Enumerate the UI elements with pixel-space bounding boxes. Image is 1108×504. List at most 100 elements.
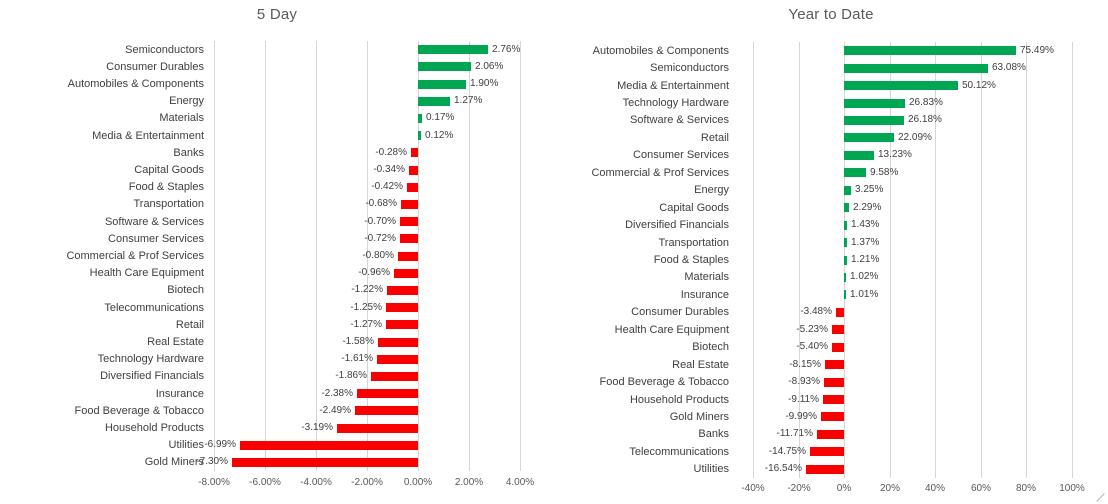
value-label: -2.49% <box>319 405 351 416</box>
value-label: 1.90% <box>470 78 499 89</box>
category-label: Real Estate <box>147 336 204 348</box>
bar-negative <box>355 406 418 415</box>
value-label: 1.02% <box>850 271 879 282</box>
category-label: Biotech <box>692 341 729 353</box>
category-label: Insurance <box>155 388 204 400</box>
bar-negative <box>386 303 418 312</box>
bar-negative <box>411 148 418 157</box>
value-label: -7.30% <box>196 456 228 467</box>
value-label: 2.06% <box>475 61 504 72</box>
category-label: Materials <box>684 271 729 283</box>
bar-negative <box>821 412 844 421</box>
category-label: Media & Entertainment <box>92 130 204 142</box>
x-axis-tick-label: -8.00% <box>198 477 230 488</box>
value-label: -5.40% <box>796 341 828 352</box>
category-label: Insurance <box>680 289 729 301</box>
bar-positive <box>844 116 904 125</box>
x-axis-tick-label: 4.00% <box>505 477 535 488</box>
category-label: Health Care Equipment <box>614 324 729 336</box>
value-label: -0.70% <box>364 216 396 227</box>
bar-positive <box>418 62 471 71</box>
category-label: Automobiles & Components <box>67 78 204 90</box>
bar-positive <box>418 114 422 123</box>
value-label: 75.49% <box>1020 45 1054 56</box>
value-label: -6.99% <box>204 439 236 450</box>
gridline <box>753 42 754 478</box>
x-axis-tick-label: -6.00% <box>249 477 281 488</box>
bar-positive <box>844 81 958 90</box>
bar-negative <box>832 325 844 334</box>
category-label: Banks <box>173 147 204 159</box>
chart-year-to-date: Year to Date -40% -20% 0% 20% 40% 60% 80% 100% A… <box>554 0 1108 504</box>
value-label: 1.37% <box>851 237 880 248</box>
value-label: -0.42% <box>371 181 403 192</box>
category-label: Telecommunications <box>104 302 204 314</box>
value-label: 9.58% <box>870 167 899 178</box>
bar-positive <box>844 99 905 108</box>
value-label: 1.43% <box>851 219 880 230</box>
x-axis-tick-label: 40% <box>924 483 946 494</box>
gridline <box>981 42 982 478</box>
value-label: -9.99% <box>785 411 817 422</box>
bar-positive <box>844 64 988 73</box>
bar-positive <box>844 238 847 247</box>
bar-positive <box>844 133 894 142</box>
bar-positive <box>844 203 849 212</box>
category-label: Consumer Durables <box>106 61 204 73</box>
category-label: Diversified Financials <box>100 370 204 382</box>
x-axis-tick-label: 2.00% <box>454 477 484 488</box>
category-label: Retail <box>175 319 204 331</box>
bar-positive <box>844 186 851 195</box>
gridline <box>890 42 891 478</box>
value-label: 1.01% <box>850 289 879 300</box>
value-label: -1.86% <box>335 370 367 381</box>
bar-positive <box>844 290 846 299</box>
category-label: Technology Hardware <box>97 353 204 365</box>
bar-negative <box>357 389 418 398</box>
category-label: Capital Goods <box>134 164 204 176</box>
category-label: Health Care Equipment <box>89 267 204 279</box>
bar-negative <box>400 234 418 243</box>
category-label: Biotech <box>167 284 204 296</box>
gridline <box>1026 42 1027 478</box>
bar-negative <box>371 372 418 381</box>
category-label: Diversified Financials <box>625 219 729 231</box>
gridline <box>214 41 215 471</box>
bar-negative <box>240 441 418 450</box>
category-label: Consumer Services <box>633 149 729 161</box>
x-axis-tick-label: 20% <box>879 483 901 494</box>
bar-negative <box>337 424 418 433</box>
bar-positive <box>844 168 866 177</box>
value-label: 50.12% <box>962 80 996 91</box>
bar-negative <box>806 465 844 474</box>
value-label: -5.23% <box>796 324 828 335</box>
category-label: Consumer Services <box>108 233 204 245</box>
chart-title: Year to Date <box>788 6 874 23</box>
value-label: -14.75% <box>768 446 806 457</box>
category-label: Utilities <box>168 439 204 451</box>
gridline <box>935 42 936 478</box>
value-label: -1.61% <box>341 353 373 364</box>
bar-negative <box>823 395 844 404</box>
value-label: -2.38% <box>321 388 353 399</box>
bar-positive <box>418 45 488 54</box>
category-label: Media & Entertainment <box>617 80 729 92</box>
category-label: Food & Staples <box>128 181 204 193</box>
value-label: -1.22% <box>351 284 383 295</box>
x-axis-tick-label: 0% <box>836 483 852 494</box>
bar-positive <box>418 131 421 140</box>
bar-positive <box>418 97 450 106</box>
bar-negative <box>394 269 418 278</box>
value-label: 1.21% <box>851 254 880 265</box>
bar-negative <box>825 360 844 369</box>
category-label: Transportation <box>658 237 729 249</box>
value-label: -16.54% <box>764 463 802 474</box>
category-label: Gold Miners <box>669 411 729 423</box>
bar-positive <box>844 46 1016 55</box>
value-label: -0.68% <box>365 198 397 209</box>
value-label: 13.23% <box>878 149 912 160</box>
value-label: 2.76% <box>492 44 521 55</box>
x-axis-tick-label: 100% <box>1059 483 1085 494</box>
gridline <box>367 41 368 471</box>
gridline <box>1072 42 1073 478</box>
